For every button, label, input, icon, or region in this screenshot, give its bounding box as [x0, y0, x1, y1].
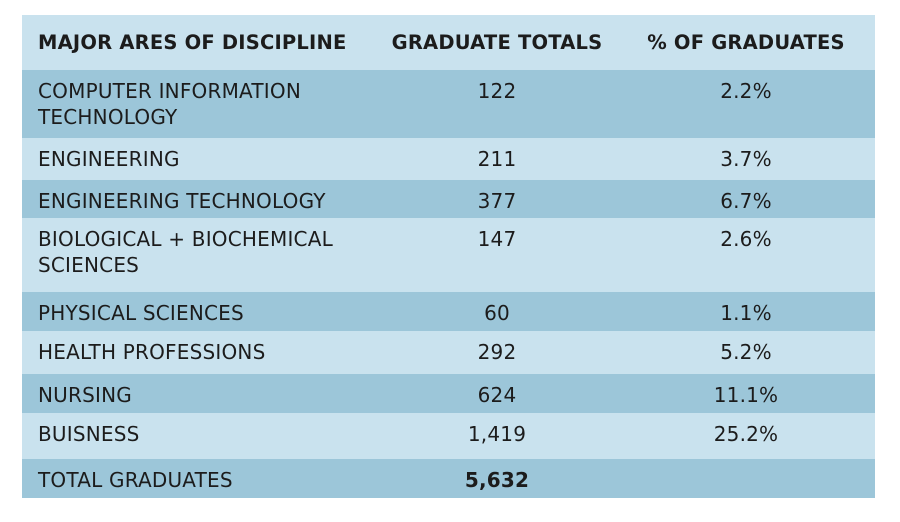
total-cell: 211	[377, 138, 617, 180]
total-cell: 624	[377, 374, 617, 413]
discipline-cell: HEALTH PROFESSIONS	[22, 331, 377, 374]
column-header-discipline: MAJOR ARES OF DISCIPLINE	[22, 15, 377, 70]
graduates-table-container: MAJOR ARES OF DISCIPLINE GRADUATE TOTALS…	[22, 15, 875, 498]
table-row: PHYSICAL SCIENCES 60 1.1%	[22, 292, 875, 331]
total-label-cell: TOTAL GRADUATES	[22, 459, 377, 498]
column-header-totals: GRADUATE TOTALS	[377, 15, 617, 70]
percent-cell: 5.2%	[617, 331, 875, 374]
discipline-cell: NURSING	[22, 374, 377, 413]
percent-cell: 2.6%	[617, 218, 875, 292]
percent-cell: 2.2%	[617, 70, 875, 138]
percent-cell: 1.1%	[617, 292, 875, 331]
graduates-table: MAJOR ARES OF DISCIPLINE GRADUATE TOTALS…	[22, 15, 875, 498]
total-cell: 292	[377, 331, 617, 374]
discipline-cell: ENGINEERING	[22, 138, 377, 180]
total-cell: 1,419	[377, 413, 617, 459]
total-cell: 377	[377, 180, 617, 218]
percent-cell: 25.2%	[617, 413, 875, 459]
percent-cell: 6.7%	[617, 180, 875, 218]
table-row: BUISNESS 1,419 25.2%	[22, 413, 875, 459]
table-row: COMPUTER INFORMATION TECHNOLOGY 122 2.2%	[22, 70, 875, 138]
table-row: ENGINEERING TECHNOLOGY 377 6.7%	[22, 180, 875, 218]
table-row: ENGINEERING 211 3.7%	[22, 138, 875, 180]
total-row: TOTAL GRADUATES 5,632	[22, 459, 875, 498]
discipline-cell: BUISNESS	[22, 413, 377, 459]
discipline-cell: ENGINEERING TECHNOLOGY	[22, 180, 377, 218]
table-row: NURSING 624 11.1%	[22, 374, 875, 413]
discipline-cell: BIOLOGICAL + BIOCHEMICAL SCIENCES	[22, 218, 377, 292]
percent-cell: 3.7%	[617, 138, 875, 180]
grand-total-cell: 5,632	[377, 459, 617, 498]
total-percent-cell	[617, 459, 875, 498]
column-header-percent: % OF GRADUATES	[617, 15, 875, 70]
discipline-cell: COMPUTER INFORMATION TECHNOLOGY	[22, 70, 377, 138]
table-row: HEALTH PROFESSIONS 292 5.2%	[22, 331, 875, 374]
discipline-cell: PHYSICAL SCIENCES	[22, 292, 377, 331]
total-cell: 122	[377, 70, 617, 138]
table-row: BIOLOGICAL + BIOCHEMICAL SCIENCES 147 2.…	[22, 218, 875, 292]
total-cell: 147	[377, 218, 617, 292]
header-row: MAJOR ARES OF DISCIPLINE GRADUATE TOTALS…	[22, 15, 875, 70]
total-cell: 60	[377, 292, 617, 331]
percent-cell: 11.1%	[617, 374, 875, 413]
